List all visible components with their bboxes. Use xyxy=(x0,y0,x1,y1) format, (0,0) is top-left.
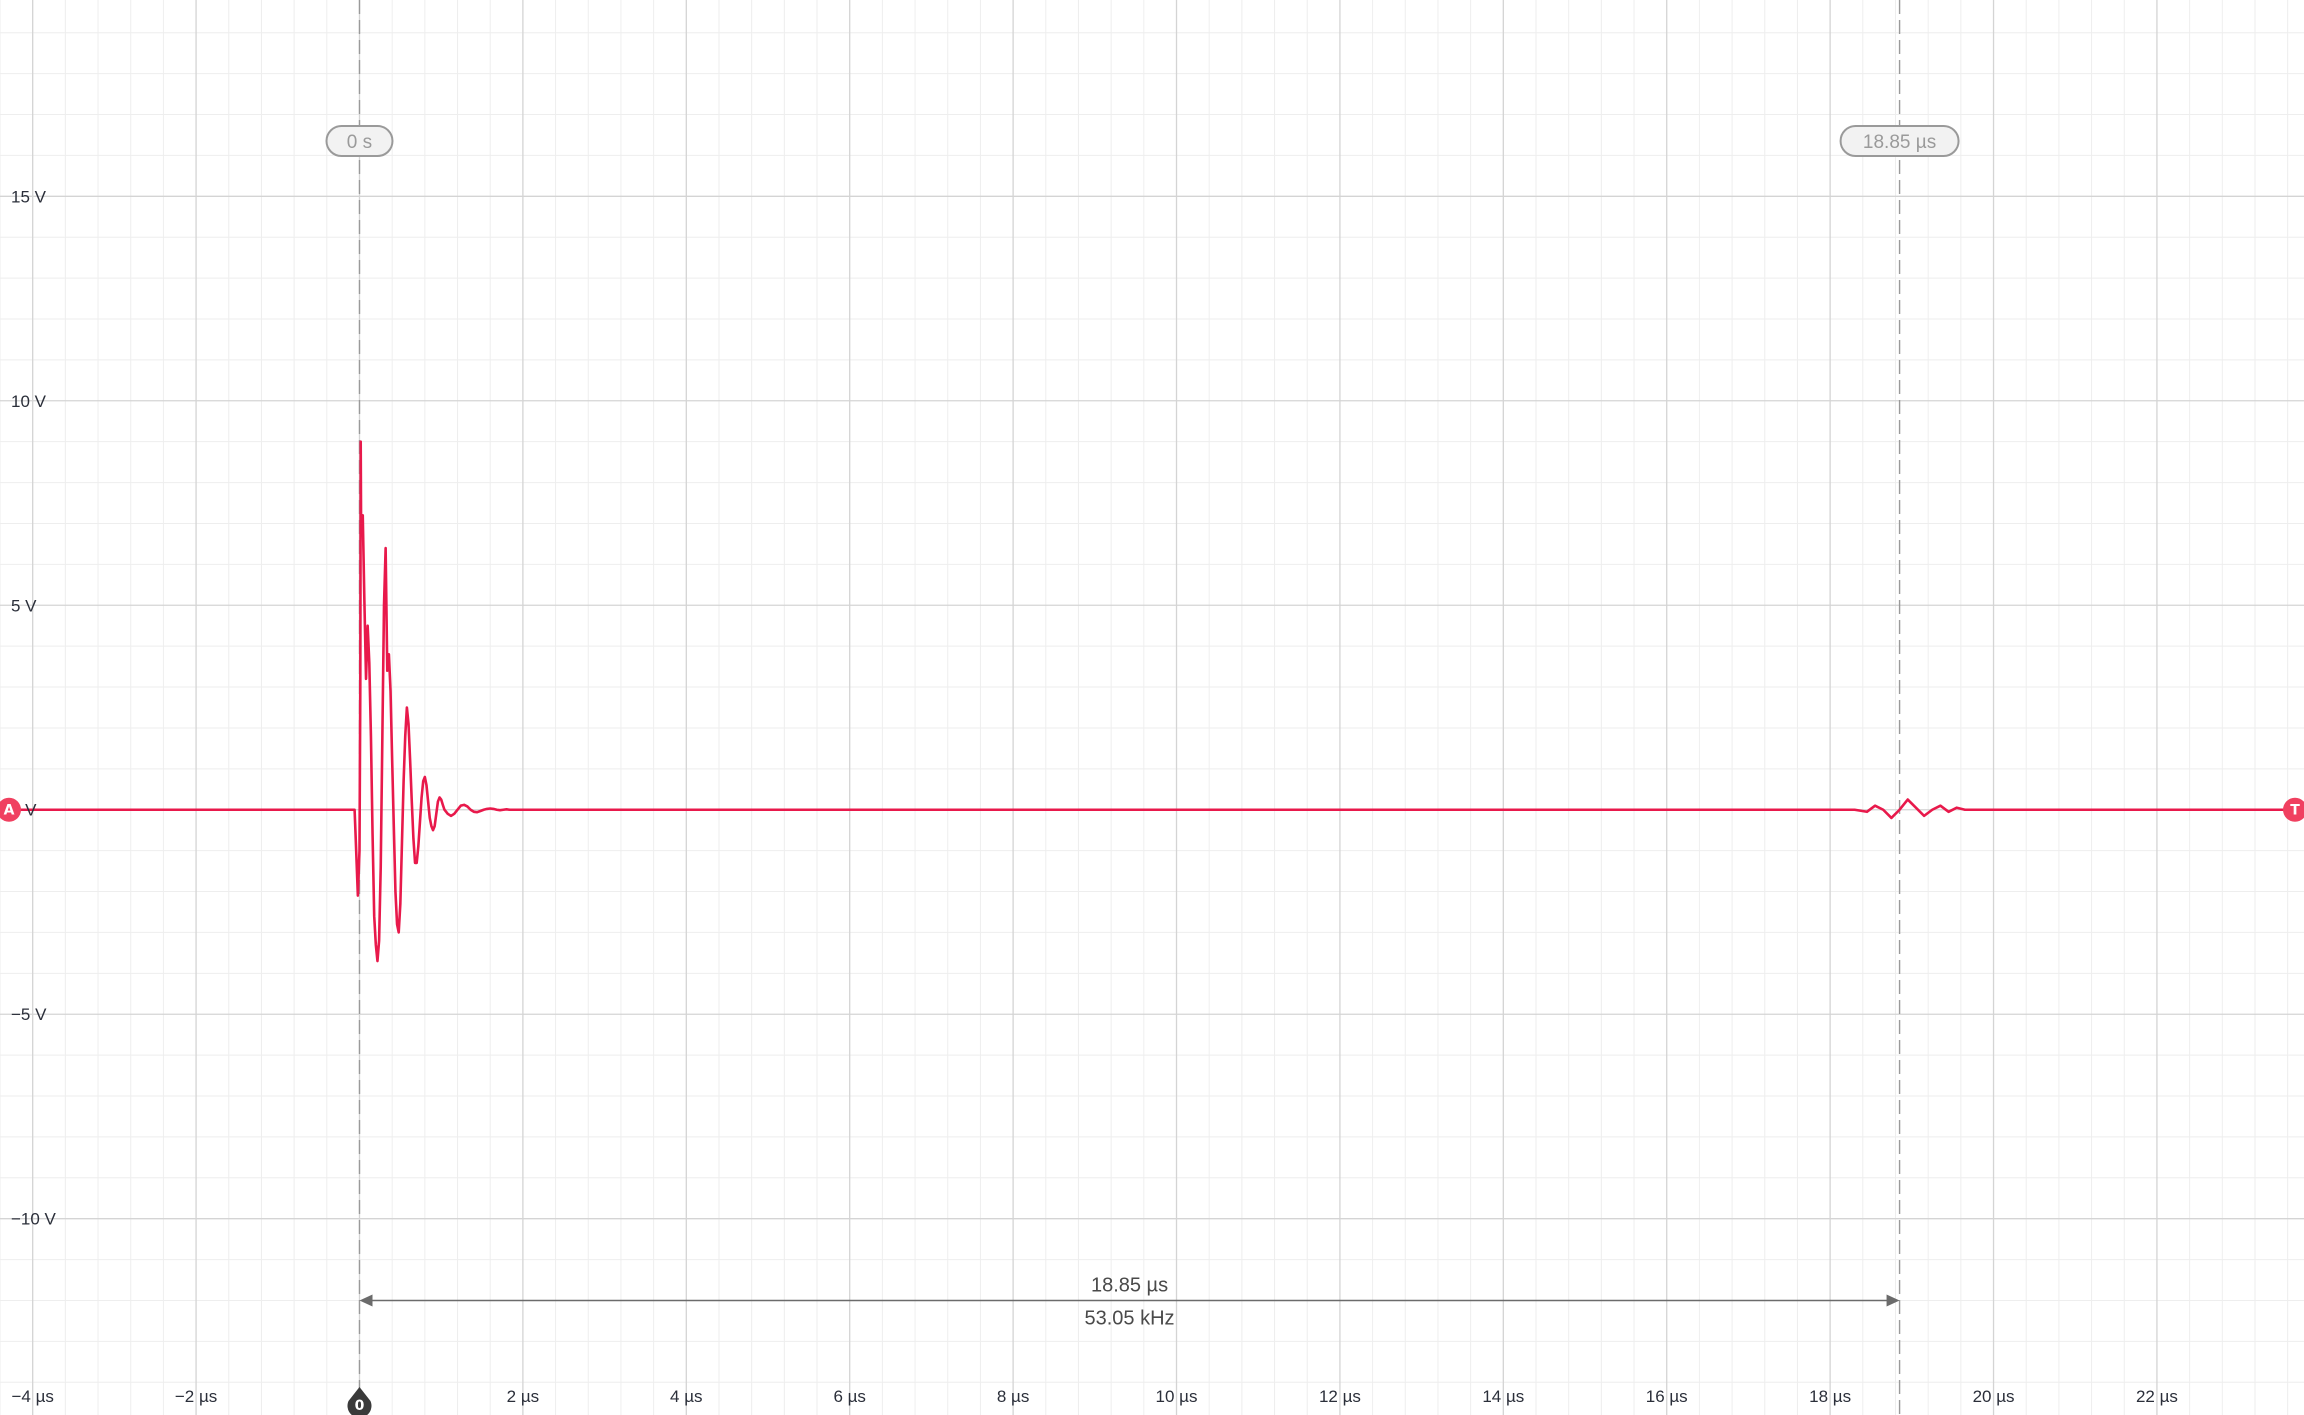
x-tick-label: −2 µs xyxy=(175,1387,217,1406)
y-tick-label: 5 V xyxy=(11,596,37,615)
cursor-label-pill[interactable] xyxy=(1839,125,1960,157)
channel-markers[interactable]: A T 0 xyxy=(0,797,2304,1415)
frequency-readout: 53.05 kHz xyxy=(1085,1307,1175,1329)
cursor-labels[interactable]: 0 s 18.85 µs xyxy=(325,125,1960,157)
x-tick-label: 4 µs xyxy=(670,1387,702,1406)
trigger-level-marker-label: T xyxy=(2290,803,2300,819)
y-tick-label: 10 V xyxy=(11,392,47,411)
measure-arrow-right xyxy=(1886,1294,1900,1307)
cursor-measurement: 18.85 µs 53.05 kHz xyxy=(359,1274,1900,1329)
channel-a-marker[interactable] xyxy=(0,797,21,822)
trace-line xyxy=(0,440,2304,963)
x-tick-label: 14 µs xyxy=(1482,1387,1524,1406)
channel-a-trace xyxy=(0,440,2304,963)
x-tick-label: 10 µs xyxy=(1156,1387,1198,1406)
trigger-time-marker-label: 0 xyxy=(355,1398,365,1414)
x-axis-labels: −4 µs −2 µs 2 µs 4 µs 6 µs 8 µs 10 µs 12 µs 14 µ… xyxy=(11,1387,2177,1406)
cursor-label-text: 18.85 µs xyxy=(1863,132,1936,153)
y-tick-label: 15 V xyxy=(11,187,47,206)
x-tick-label: −4 µs xyxy=(11,1387,53,1406)
x-tick-label: 16 µs xyxy=(1646,1387,1688,1406)
time-cursors[interactable] xyxy=(358,0,1901,1415)
x-tick-label: 18 µs xyxy=(1809,1387,1851,1406)
y-tick-label: −10 V xyxy=(11,1210,57,1229)
cursor-label-text: 0 s xyxy=(347,132,372,153)
x-tick-label: 2 µs xyxy=(507,1387,539,1406)
cursor-label-pill[interactable] xyxy=(325,125,394,157)
delta-time-readout: 18.85 µs xyxy=(1091,1274,1168,1296)
y-axis-labels: 15 V10 V5 V0 V−5 V−10 V xyxy=(11,187,57,1228)
x-tick-label: 22 µs xyxy=(2136,1387,2178,1406)
x-tick-label: 6 µs xyxy=(833,1387,865,1406)
x-tick-label: 12 µs xyxy=(1319,1387,1361,1406)
y-tick-label: −5 V xyxy=(11,1005,47,1024)
measure-arrow-left xyxy=(359,1294,373,1307)
x-tick-label: 20 µs xyxy=(1973,1387,2015,1406)
trigger-level-marker[interactable] xyxy=(2283,797,2304,822)
trigger-time-marker[interactable] xyxy=(347,1387,372,1415)
x-tick-label: 8 µs xyxy=(997,1387,1029,1406)
channel-a-marker-label: A xyxy=(4,803,15,819)
